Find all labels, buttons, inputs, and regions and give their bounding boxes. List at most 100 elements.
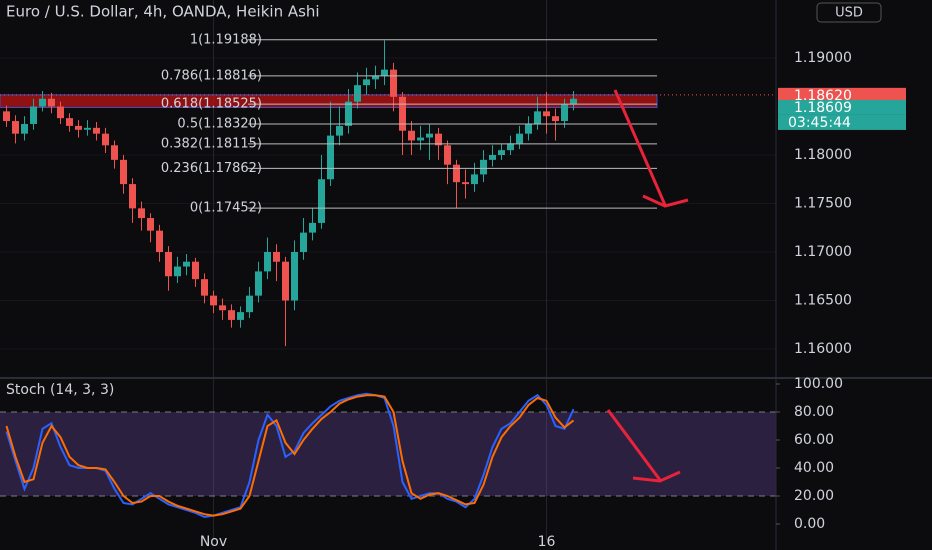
fib-label: 0(1.17452) <box>190 201 262 216</box>
candle-body <box>84 127 91 130</box>
candle-body <box>39 98 46 107</box>
candle-body <box>390 69 397 97</box>
fib-label: 1(1.19188) <box>190 32 262 47</box>
price-label: 1.18620 <box>794 88 852 104</box>
fib-label: 0.236(1.17862) <box>161 161 262 176</box>
candle-body <box>120 159 127 185</box>
candle-body <box>462 182 469 185</box>
candle-body <box>318 179 325 223</box>
candle-body <box>102 133 109 146</box>
arrow-head <box>632 470 681 483</box>
candle-body <box>21 123 28 134</box>
fib-label: 0.382(1.18115) <box>161 136 262 151</box>
price-label: 1.18609 <box>794 100 852 116</box>
candle-body <box>552 116 559 122</box>
candle-body <box>453 164 460 183</box>
arrow-line <box>606 409 662 481</box>
y-tick-label: 1.17000 <box>794 244 852 260</box>
candle-body <box>291 252 298 301</box>
fib-label: 0.786(1.18816) <box>161 68 262 83</box>
candle-body <box>246 295 253 313</box>
y-tick-label: 1.19000 <box>794 50 852 66</box>
y-tick-label: 1.16000 <box>794 341 852 357</box>
candle-body <box>129 184 136 209</box>
candle-body <box>156 230 163 252</box>
candle-body <box>255 271 262 296</box>
fib-label: 0.618(1.18525) <box>161 97 262 112</box>
candle-body <box>30 106 37 124</box>
candle-body <box>138 208 145 219</box>
candle-body <box>417 137 424 141</box>
candle-body <box>471 174 478 185</box>
arrow-line <box>613 89 667 206</box>
candle-body <box>12 121 19 134</box>
candle-body <box>525 123 532 134</box>
countdown: 03:45:44 <box>788 115 851 131</box>
candle-body <box>192 261 199 280</box>
arrow <box>606 89 689 483</box>
candle-body <box>399 96 406 131</box>
stoch-title: Stoch (14, 3, 3) <box>6 382 114 398</box>
highlight-zone <box>0 94 658 108</box>
candle-body <box>210 295 217 306</box>
candle-body <box>66 118 73 126</box>
countdown-box <box>778 114 906 130</box>
plot: 1(1.19188) 0.786(1.18816) 0.618(1.18525) 0.… <box>0 32 776 519</box>
candle-body <box>93 127 100 134</box>
candle-body <box>498 150 505 156</box>
candle-body <box>435 133 442 146</box>
y-tick-label: 1.16500 <box>794 292 852 308</box>
currency-button[interactable] <box>816 2 882 23</box>
candle-body <box>345 101 352 126</box>
candle-body <box>201 279 208 296</box>
stoch-band <box>0 412 776 497</box>
candle-body <box>264 252 271 272</box>
candle-body <box>174 266 181 277</box>
candle-body <box>507 143 514 151</box>
candle-body <box>183 261 190 267</box>
candle-body <box>48 98 55 107</box>
candle-body <box>534 111 541 124</box>
candle-body <box>570 98 577 105</box>
currency[interactable]: USD <box>835 6 863 21</box>
candle-body <box>444 145 451 165</box>
y-tick-label: 1.17500 <box>794 196 852 212</box>
candle-body <box>3 111 10 122</box>
candle-body <box>228 310 235 320</box>
y-tick-label: 0.00 <box>794 516 825 532</box>
candle-body <box>327 135 334 180</box>
candle-body <box>111 145 118 160</box>
candle-body <box>309 222 316 233</box>
candle-body <box>363 79 370 86</box>
candle-body <box>300 232 307 252</box>
stoch-line <box>5 394 575 517</box>
chart-title: Euro / U.S. Dollar, 4h, OANDA, Heikin As… <box>6 3 320 21</box>
candle-body <box>543 111 550 117</box>
candle-body <box>408 130 415 141</box>
y-tick-label: 100.00 <box>794 376 843 392</box>
candle-body <box>237 312 244 320</box>
candle-body <box>516 133 523 144</box>
axis: 1.16000 1.16500 1.17000 1.17500 1.18000 1.190… <box>200 50 906 550</box>
candle-body <box>489 155 496 160</box>
candle-body <box>381 69 388 76</box>
y-tick-label: 1.18000 <box>794 147 852 163</box>
y-tick-label: 80.00 <box>794 404 834 420</box>
candle-body <box>75 125 82 130</box>
arrow-head <box>642 194 689 208</box>
price-label-box <box>778 87 906 103</box>
candle-body <box>426 133 433 138</box>
price-label-box <box>778 99 906 115</box>
candle-body <box>165 252 172 277</box>
candle-body <box>372 75 379 80</box>
y-tick-label: 60.00 <box>794 432 834 448</box>
candle-body <box>147 218 154 231</box>
candle-body <box>561 104 568 122</box>
candle-body <box>57 106 64 119</box>
candle-body <box>282 261 289 301</box>
x-tick-label: 16 <box>538 534 556 550</box>
x-tick-label: Nov <box>200 534 227 550</box>
